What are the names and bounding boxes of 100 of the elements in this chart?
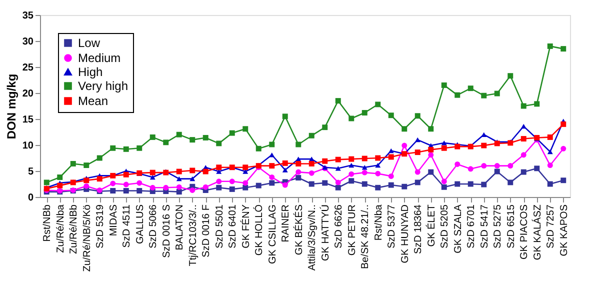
point bbox=[296, 142, 302, 148]
point bbox=[560, 46, 566, 52]
point bbox=[229, 186, 235, 192]
point bbox=[216, 178, 222, 184]
x-tick-label: SzD 4511 bbox=[122, 204, 133, 248]
x-tick-label: Rst/Nba bbox=[373, 204, 384, 241]
point bbox=[348, 178, 354, 184]
point bbox=[190, 188, 196, 193]
point bbox=[190, 168, 196, 174]
x-tick-label: GALLUS bbox=[134, 204, 146, 244]
point bbox=[216, 184, 222, 190]
point bbox=[547, 134, 553, 140]
x-tick-label: GK ÉLET bbox=[425, 204, 438, 247]
point bbox=[362, 110, 368, 116]
x-tick-label: Rst/NBb bbox=[42, 204, 54, 242]
point bbox=[123, 182, 129, 188]
point bbox=[308, 181, 314, 187]
point bbox=[414, 180, 420, 186]
point bbox=[362, 164, 368, 170]
point bbox=[57, 174, 63, 180]
point bbox=[388, 173, 394, 179]
point bbox=[216, 164, 222, 170]
point bbox=[362, 181, 368, 187]
point bbox=[110, 145, 116, 151]
x-tick-label: GK BÉKÉS bbox=[292, 204, 305, 256]
point bbox=[229, 130, 235, 136]
point bbox=[335, 180, 341, 186]
point bbox=[335, 166, 341, 171]
point bbox=[163, 140, 169, 146]
point bbox=[547, 181, 553, 187]
point bbox=[414, 169, 420, 175]
point bbox=[269, 142, 275, 148]
point bbox=[216, 140, 222, 146]
point bbox=[110, 180, 116, 186]
y-tick-label: 35 bbox=[22, 10, 34, 22]
x-tick-label: GK KALÁSZ bbox=[531, 204, 544, 260]
point bbox=[282, 168, 288, 172]
y-tick-label: 5 bbox=[28, 166, 34, 178]
point bbox=[414, 113, 420, 119]
x-tick-label: SzD 5205 bbox=[440, 204, 451, 248]
point bbox=[256, 182, 262, 188]
point bbox=[375, 170, 381, 176]
y-tick-label: 10 bbox=[22, 140, 34, 152]
point bbox=[441, 82, 447, 88]
point bbox=[110, 188, 116, 194]
x-tick-label: Zu/Ré/NB/5/Kö bbox=[82, 204, 93, 272]
point bbox=[269, 152, 275, 158]
point bbox=[534, 166, 540, 172]
point bbox=[44, 180, 50, 186]
point bbox=[242, 164, 248, 170]
point bbox=[322, 158, 328, 164]
x-tick-label: SzD 5319 bbox=[95, 204, 106, 248]
y-tick-label: 25 bbox=[22, 62, 34, 74]
point bbox=[481, 92, 487, 98]
point bbox=[190, 137, 196, 143]
y-tick-label: 30 bbox=[22, 36, 34, 48]
point bbox=[362, 170, 368, 176]
x-tick-label: GK HOLLÓ bbox=[253, 204, 266, 256]
point bbox=[190, 176, 196, 182]
point bbox=[282, 182, 288, 188]
point bbox=[176, 189, 182, 195]
point bbox=[560, 121, 566, 127]
point bbox=[296, 160, 302, 166]
point bbox=[428, 169, 434, 175]
point bbox=[481, 182, 487, 188]
point bbox=[348, 162, 354, 168]
point bbox=[441, 145, 447, 151]
x-tick-label: SzD 0016 F bbox=[201, 204, 212, 258]
point bbox=[176, 132, 182, 138]
y-tick-label: 15 bbox=[22, 114, 34, 126]
point bbox=[560, 178, 566, 184]
point bbox=[520, 169, 526, 175]
point bbox=[322, 180, 328, 186]
point bbox=[202, 184, 208, 190]
point bbox=[84, 162, 90, 168]
point bbox=[242, 184, 248, 190]
point bbox=[547, 149, 553, 154]
point bbox=[441, 178, 447, 184]
point bbox=[176, 176, 182, 182]
point bbox=[547, 43, 553, 49]
point bbox=[454, 92, 460, 98]
point bbox=[520, 103, 526, 109]
point bbox=[176, 168, 182, 174]
point bbox=[308, 132, 314, 138]
x-tick-label: SzD 6626 bbox=[334, 204, 345, 248]
legend-label: Medium bbox=[78, 51, 121, 65]
point bbox=[402, 142, 408, 148]
point bbox=[388, 182, 394, 188]
point bbox=[454, 162, 460, 167]
point bbox=[150, 174, 156, 180]
point bbox=[150, 184, 156, 190]
point bbox=[468, 181, 474, 187]
x-tick-label: Zu/Ré/Nba bbox=[55, 204, 66, 253]
point bbox=[348, 116, 354, 122]
x-tick-label: GK CSILLAG bbox=[267, 204, 278, 264]
point bbox=[388, 112, 394, 118]
point bbox=[322, 124, 328, 130]
point bbox=[176, 184, 182, 190]
point bbox=[348, 171, 354, 177]
point bbox=[308, 170, 314, 176]
